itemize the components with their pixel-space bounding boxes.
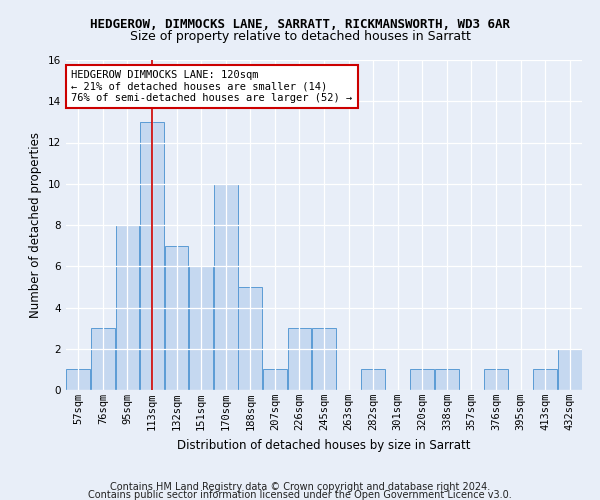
Bar — [116, 225, 139, 390]
Text: Size of property relative to detached houses in Sarratt: Size of property relative to detached ho… — [130, 30, 470, 43]
Bar — [140, 122, 164, 390]
X-axis label: Distribution of detached houses by size in Sarratt: Distribution of detached houses by size … — [177, 438, 471, 452]
Bar — [164, 246, 188, 390]
Bar — [287, 328, 311, 390]
Bar — [484, 370, 508, 390]
Y-axis label: Number of detached properties: Number of detached properties — [29, 132, 43, 318]
Text: Contains HM Land Registry data © Crown copyright and database right 2024.: Contains HM Land Registry data © Crown c… — [110, 482, 490, 492]
Bar — [263, 370, 287, 390]
Bar — [533, 370, 557, 390]
Bar — [410, 370, 434, 390]
Bar — [558, 349, 581, 390]
Bar — [361, 370, 385, 390]
Text: HEDGEROW DIMMOCKS LANE: 120sqm
← 21% of detached houses are smaller (14)
76% of : HEDGEROW DIMMOCKS LANE: 120sqm ← 21% of … — [71, 70, 352, 103]
Bar — [435, 370, 459, 390]
Bar — [67, 370, 90, 390]
Bar — [91, 328, 115, 390]
Bar — [214, 184, 238, 390]
Bar — [312, 328, 336, 390]
Bar — [238, 287, 262, 390]
Text: Contains public sector information licensed under the Open Government Licence v3: Contains public sector information licen… — [88, 490, 512, 500]
Bar — [189, 266, 213, 390]
Text: HEDGEROW, DIMMOCKS LANE, SARRATT, RICKMANSWORTH, WD3 6AR: HEDGEROW, DIMMOCKS LANE, SARRATT, RICKMA… — [90, 18, 510, 30]
